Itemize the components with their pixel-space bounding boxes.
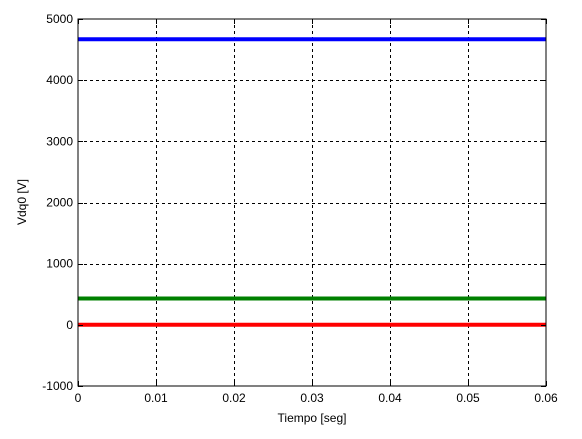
ticks: 0 0.01 0.02 0.03 0.04 0.05 0.06-10000100020003… bbox=[42, 12, 558, 405]
y-tick-label: 5000 bbox=[46, 12, 73, 26]
x-tick-label: 0.02 bbox=[222, 391, 246, 405]
y-axis-label: Vdq0 [V] bbox=[15, 179, 29, 225]
y-tick-label: 0 bbox=[66, 318, 73, 332]
y-tick-label: 1000 bbox=[46, 257, 73, 271]
y-tick-label: -1000 bbox=[42, 379, 73, 393]
x-tick-label: 0.05 bbox=[456, 391, 480, 405]
y-tick-label: 2000 bbox=[46, 196, 73, 210]
x-tick-label: 0 bbox=[75, 391, 82, 405]
y-tick-label: 4000 bbox=[46, 73, 73, 87]
x-tick-label: 0.01 bbox=[144, 391, 168, 405]
series-layer bbox=[78, 37, 546, 327]
x-tick-label: 0.06 bbox=[534, 391, 558, 405]
x-axis-label: Tiempo [seg] bbox=[278, 411, 347, 425]
y-tick-label: 3000 bbox=[46, 134, 73, 148]
x-tick-label: 0.03 bbox=[300, 391, 324, 405]
x-tick-label: 0.04 bbox=[378, 391, 402, 405]
